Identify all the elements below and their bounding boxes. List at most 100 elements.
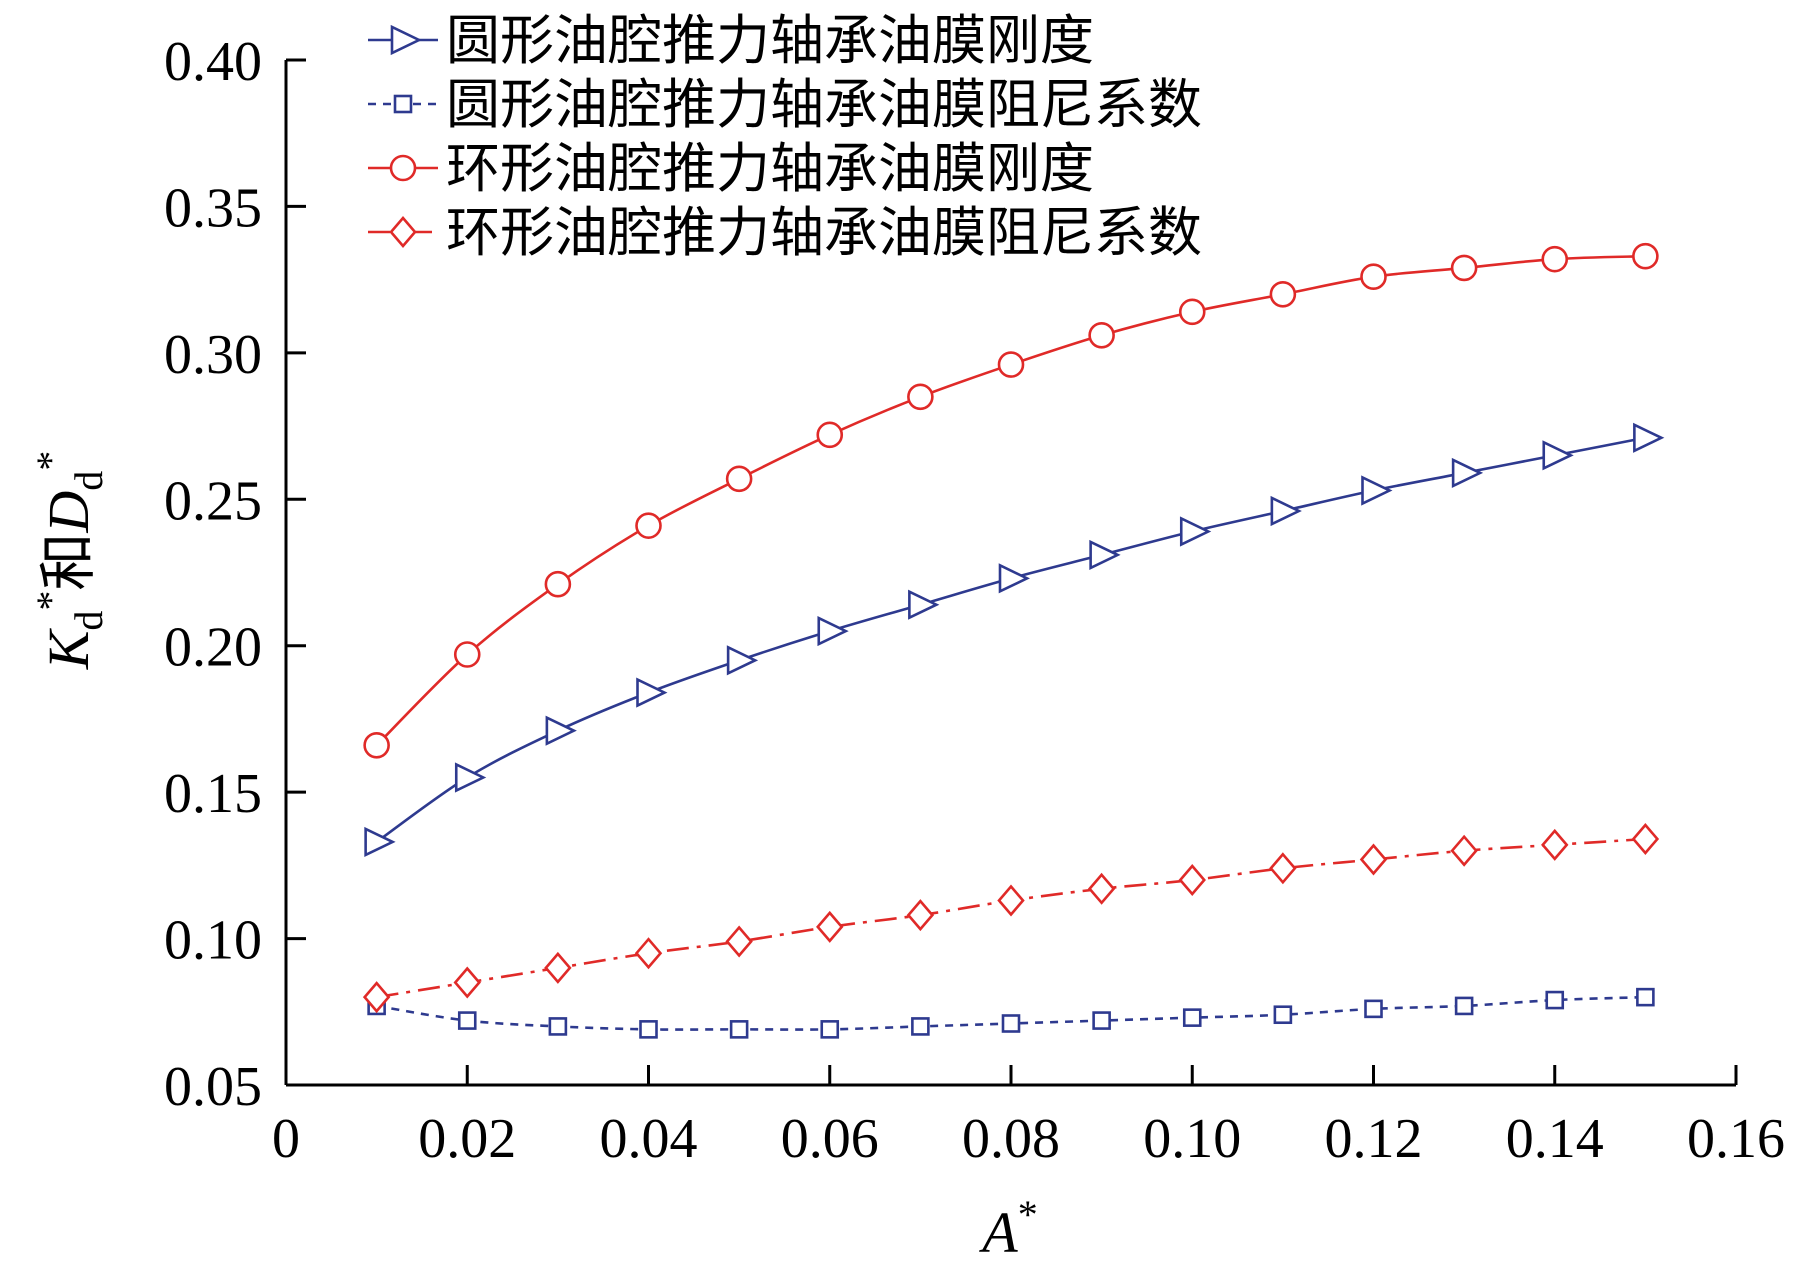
data-point <box>634 937 663 970</box>
data-point <box>454 762 487 793</box>
data-point <box>636 677 668 708</box>
data-point <box>1631 823 1660 855</box>
y-axis-title-k-sup: * <box>28 591 73 611</box>
x-tick-label: 0.08 <box>962 1108 1060 1170</box>
data-point <box>1636 987 1655 1007</box>
data-point <box>997 351 1025 378</box>
series-2 <box>367 987 1655 1039</box>
data-point <box>1182 1008 1202 1027</box>
x-tick-label: 0.02 <box>418 1108 516 1170</box>
y-axis-title-k-sub: d <box>66 611 111 631</box>
legend-label: 环形油腔推力轴承油膜刚度 <box>446 137 1094 200</box>
series-3 <box>363 242 1659 759</box>
y-axis-title-d-sup: * <box>28 451 73 471</box>
y-axis-title-mid: 和 <box>34 533 102 591</box>
data-point <box>1273 1005 1293 1025</box>
data-point <box>1270 495 1302 527</box>
data-point <box>907 383 934 411</box>
legend-entry: 圆形油腔推力轴承油膜阻尼系数 <box>368 73 1202 136</box>
data-point <box>1178 864 1206 896</box>
legend-label: 圆形油腔推力轴承油膜阻尼系数 <box>446 73 1202 136</box>
data-point <box>906 899 935 932</box>
y-tick-label: 0.30 <box>164 324 262 386</box>
x-tick-label: 0.16 <box>1687 1108 1785 1170</box>
y-tick-label: 0.05 <box>164 1056 262 1118</box>
data-point <box>726 645 759 676</box>
data-point <box>1364 999 1383 1019</box>
legend-marker <box>393 94 413 114</box>
data-point <box>1450 254 1478 282</box>
data-point <box>725 925 753 958</box>
data-point <box>457 1011 477 1030</box>
data-point <box>453 641 481 668</box>
x-axis-title-base: A <box>978 1200 1018 1265</box>
x-tick-label: 0.14 <box>1506 1108 1604 1170</box>
series-layer <box>362 242 1665 1039</box>
x-tick-label: 0.10 <box>1143 1108 1241 1170</box>
data-point <box>1178 298 1206 326</box>
data-point <box>1179 516 1212 547</box>
series-1 <box>364 422 1665 857</box>
data-point <box>639 1020 658 1039</box>
legend: 圆形油腔推力轴承油膜刚度圆形油腔推力轴承油膜阻尼系数环形油腔推力轴承油膜刚度环形… <box>368 9 1202 264</box>
data-point <box>725 465 753 493</box>
data-point <box>816 421 844 449</box>
data-point <box>817 616 849 647</box>
legend-label: 圆形油腔推力轴承油膜刚度 <box>446 9 1094 72</box>
legend-marker <box>389 216 417 248</box>
data-point <box>453 966 481 999</box>
x-tick-label: 0.12 <box>1325 1108 1423 1170</box>
legend-marker <box>389 154 417 182</box>
data-point <box>635 512 662 539</box>
y-axis-title: Kd*和Dd* <box>28 451 111 671</box>
data-point <box>1542 440 1574 471</box>
x-tick-label: 0.04 <box>600 1108 698 1170</box>
legend-entry: 环形油腔推力轴承油膜阻尼系数 <box>368 201 1202 264</box>
y-tick-label: 0.15 <box>164 763 262 825</box>
data-point <box>1632 242 1659 270</box>
data-point <box>362 981 391 1014</box>
x-axis-title: A* <box>978 1192 1037 1265</box>
data-point <box>1001 1014 1021 1033</box>
data-point <box>548 1017 568 1036</box>
data-point <box>1092 1011 1111 1030</box>
y-axis-title-k: K <box>36 627 101 670</box>
legend-entry: 环形油腔推力轴承油膜刚度 <box>368 137 1094 200</box>
data-point <box>911 1017 930 1036</box>
y-tick-label: 0.35 <box>164 177 262 239</box>
data-point <box>1450 834 1478 867</box>
data-point <box>1269 280 1297 308</box>
data-point <box>1089 539 1121 570</box>
y-tick-label: 0.40 <box>164 31 262 93</box>
series-line <box>375 436 1646 843</box>
x-axis-title-sup: * <box>1018 1192 1038 1237</box>
data-point <box>1541 245 1569 273</box>
data-point <box>1454 996 1474 1016</box>
x-tick-label: 0 <box>272 1108 300 1170</box>
y-tick-label: 0.10 <box>164 910 262 972</box>
data-point <box>1541 828 1569 861</box>
data-point <box>816 910 844 943</box>
x-tick-label: 0.06 <box>781 1108 879 1170</box>
y-axis-title-d-sub: d <box>66 471 111 491</box>
data-point <box>1269 852 1297 885</box>
data-point <box>545 715 577 746</box>
legend-entry: 圆形油腔推力轴承油膜刚度 <box>368 9 1094 72</box>
data-point <box>1360 263 1387 291</box>
series-line <box>375 254 1646 747</box>
data-point <box>1087 872 1116 905</box>
y-axis-title-d: D <box>36 491 101 534</box>
data-point <box>364 826 396 857</box>
data-point <box>908 589 940 620</box>
data-point <box>1359 843 1388 876</box>
legend-marker <box>390 24 422 56</box>
data-point <box>1633 422 1665 453</box>
data-point <box>997 884 1025 917</box>
y-tick-label: 0.20 <box>164 617 262 679</box>
data-point <box>1088 321 1115 349</box>
data-point <box>1361 475 1393 506</box>
data-point <box>544 951 572 984</box>
legend-label: 环形油腔推力轴承油膜阻尼系数 <box>446 201 1202 264</box>
data-point <box>820 1020 840 1039</box>
